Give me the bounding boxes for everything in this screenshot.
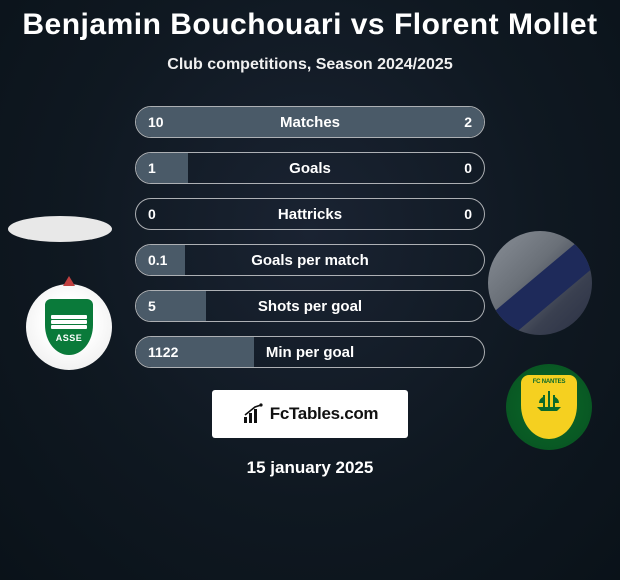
player-right-avatar — [488, 231, 592, 335]
stat-label: Hattricks — [136, 206, 484, 223]
stats-area: ASSE FC NANTES 10Matches21Goals0 — [0, 106, 620, 368]
stat-row: 5Shots per goal — [135, 290, 485, 322]
club-left-badge: ASSE — [26, 284, 112, 370]
stat-rows: 10Matches21Goals00Hattricks00.1Goals per… — [135, 106, 485, 368]
page-title: Benjamin Bouchouari vs Florent Mollet — [0, 8, 620, 42]
player-left-avatar — [8, 216, 112, 242]
stat-row: 1122Min per goal — [135, 336, 485, 368]
date-text: 15 january 2025 — [0, 458, 620, 478]
asse-shield-icon: ASSE — [45, 299, 93, 355]
stat-right-value: 2 — [464, 114, 472, 130]
stat-label: Shots per goal — [136, 298, 484, 315]
stat-row: 0Hattricks0 — [135, 198, 485, 230]
stat-label: Goals per match — [136, 252, 484, 269]
subtitle: Club competitions, Season 2024/2025 — [0, 56, 620, 74]
stat-label: Goals — [136, 160, 484, 177]
stat-right-value: 0 — [464, 160, 472, 176]
stat-row: 0.1Goals per match — [135, 244, 485, 276]
footer-brand-badge: FcTables.com — [212, 390, 408, 438]
stat-row: 1Goals0 — [135, 152, 485, 184]
stat-label: Matches — [136, 114, 484, 131]
stat-label: Min per goal — [136, 344, 484, 361]
stat-row: 10Matches2 — [135, 106, 485, 138]
stat-right-value: 0 — [464, 206, 472, 222]
fctables-logo-icon — [242, 403, 264, 425]
content-wrapper: Benjamin Bouchouari vs Florent Mollet Cl… — [0, 0, 620, 580]
nantes-shield-icon: FC NANTES — [521, 375, 577, 439]
footer-brand-text: FcTables.com — [270, 404, 379, 424]
club-right-badge: FC NANTES — [506, 364, 592, 450]
